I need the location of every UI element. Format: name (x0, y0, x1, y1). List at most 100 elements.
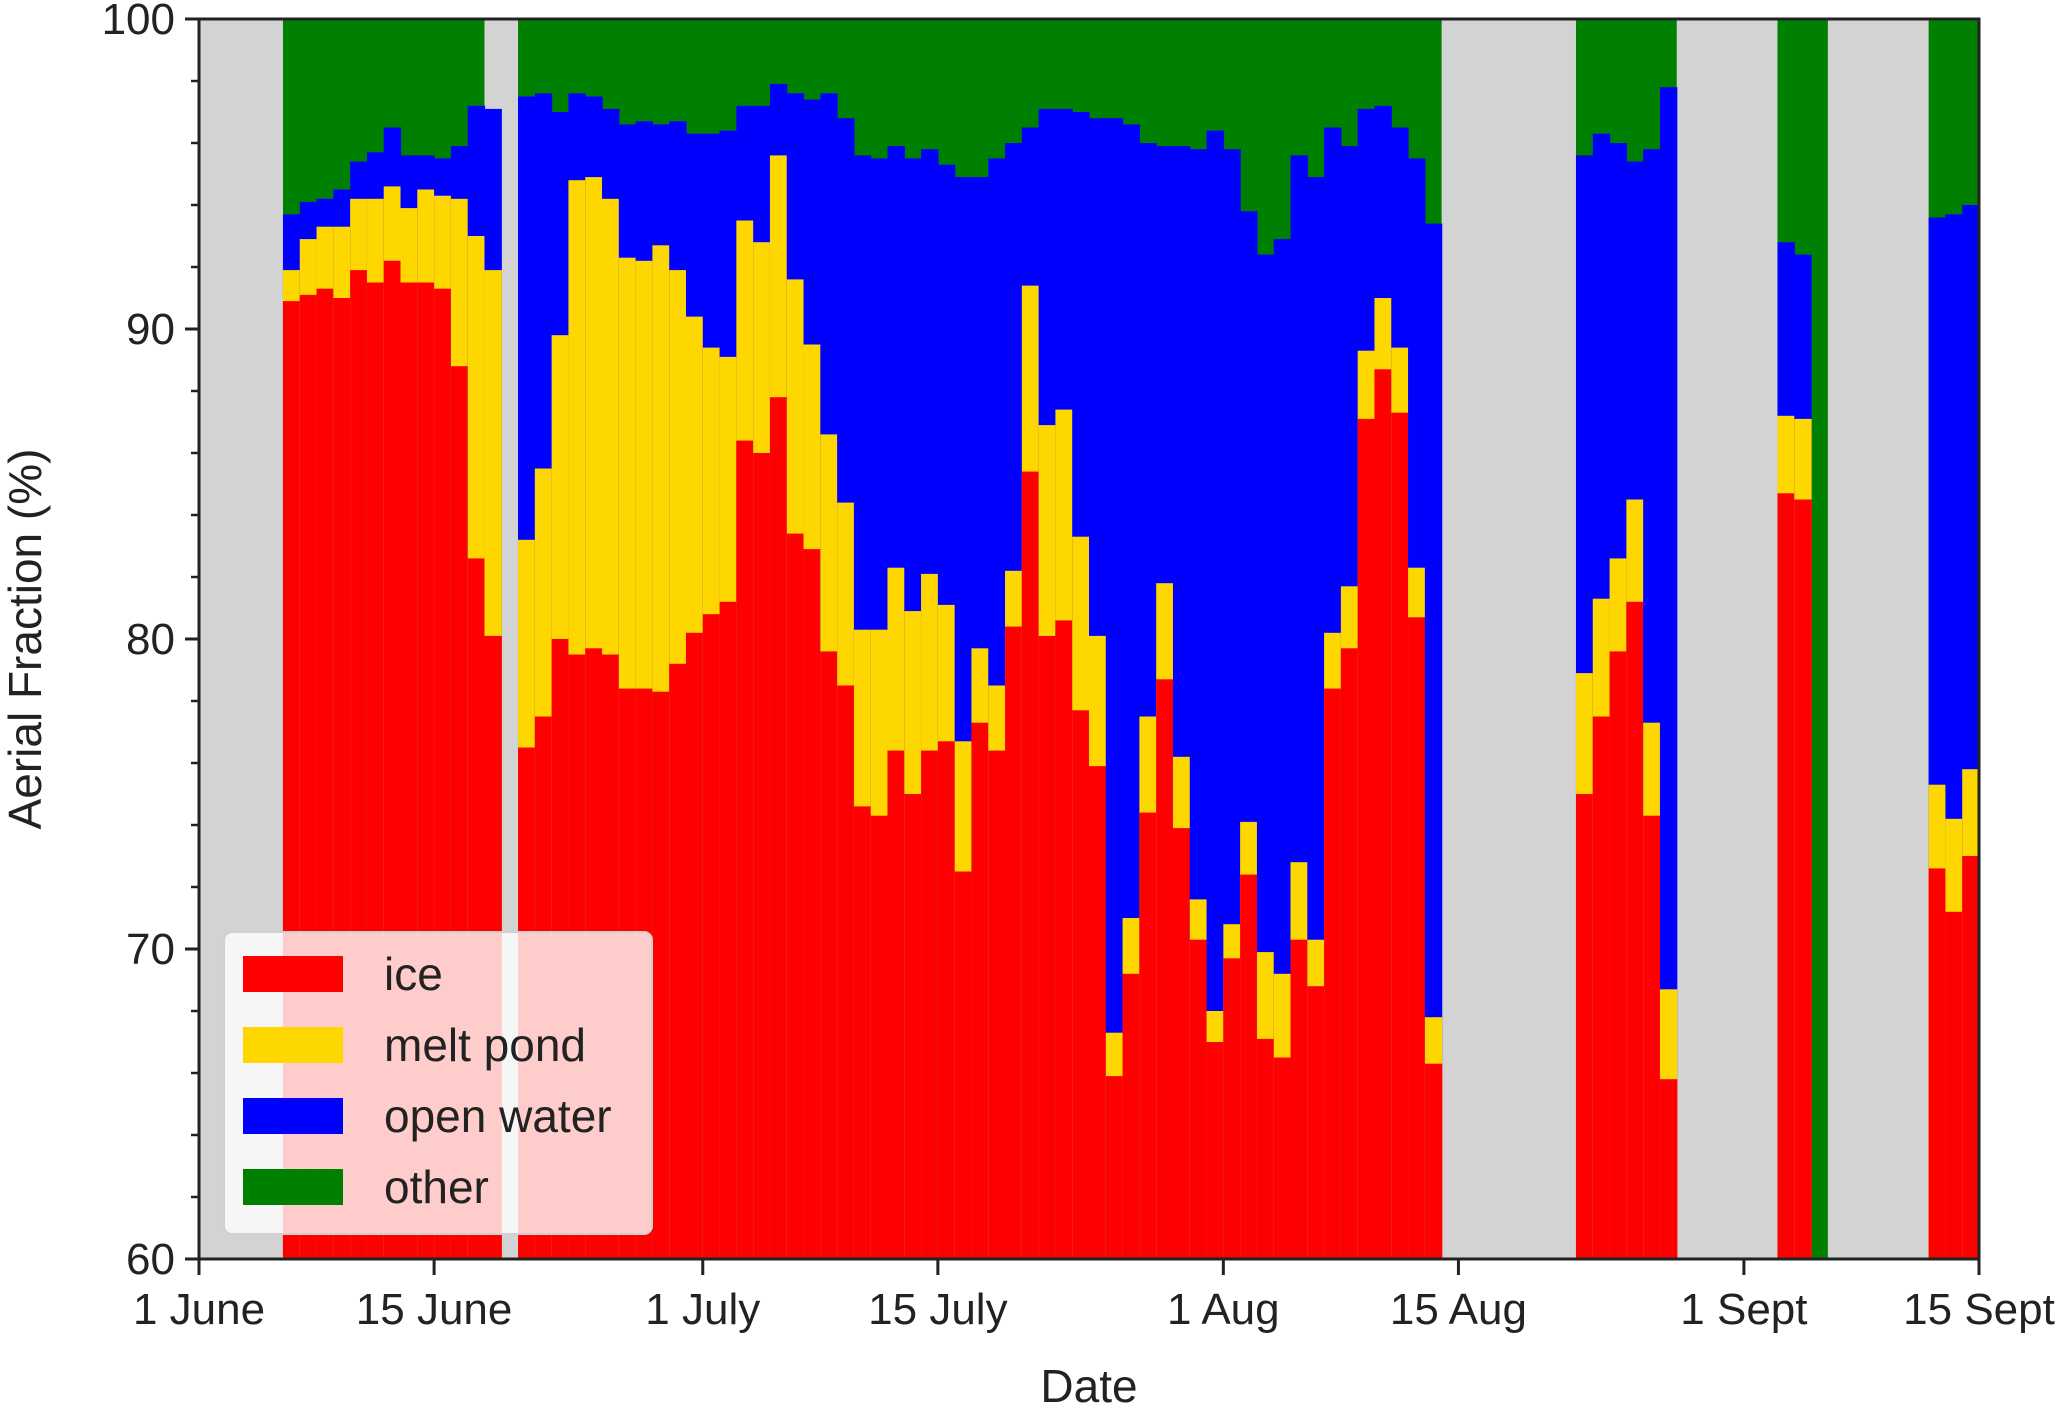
bar-ice (937, 741, 956, 1259)
bar-open-water (1424, 223, 1443, 1260)
y-tick-label: 70 (126, 925, 175, 974)
bar-ice (1659, 1079, 1678, 1259)
legend-label: melt pond (384, 1019, 586, 1071)
x-tick-label: 15 Sept (1903, 1285, 2055, 1334)
bar-ice (1609, 651, 1627, 1259)
bar-ice (1089, 766, 1107, 1259)
legend-label: other (384, 1161, 489, 1213)
x-tick-label: 1 June (133, 1285, 265, 1334)
bar-ice (1626, 601, 1644, 1259)
bar-column-6-july (786, 93, 805, 1259)
bar-column-5-july (769, 84, 788, 1260)
bar-column-26-july (1122, 124, 1140, 1259)
legend-swatch (243, 1098, 343, 1134)
bar-ice (736, 440, 754, 1260)
bar-column-27-july (1139, 143, 1157, 1259)
bar-ice (820, 651, 838, 1259)
bar-column-10-july (853, 155, 872, 1259)
bar-ice (870, 815, 889, 1259)
bar-ice (1055, 620, 1073, 1259)
bar-ice (988, 750, 1006, 1259)
legend-label: open water (384, 1090, 612, 1142)
bar-column-31-july (1206, 130, 1224, 1260)
bar-column-8-aug (1340, 146, 1359, 1260)
bar-ice (1156, 679, 1174, 1259)
bar-ice (954, 871, 973, 1259)
bar-column-24-july (1089, 118, 1107, 1260)
bar-column-13-sept (1945, 214, 1963, 1259)
bar-column-6-aug (1307, 177, 1325, 1260)
bar-ice (1777, 493, 1795, 1259)
legend-swatch (243, 956, 343, 992)
bar-open-water (1105, 118, 1124, 1260)
legend: ice melt pond open water other (223, 931, 653, 1235)
bar-ice (1005, 626, 1023, 1259)
bar-ice (1928, 868, 1947, 1259)
bar-column-10-aug (1374, 105, 1392, 1259)
y-tick-label: 60 (126, 1235, 175, 1284)
y-axis: 60 70 80 90 100 (102, 0, 199, 1284)
bar-ice (1340, 648, 1359, 1259)
no-data-regions (199, 19, 1929, 1259)
bar-ice (1643, 815, 1661, 1259)
bar-column-30-july (1189, 149, 1208, 1260)
bar-ice (1122, 973, 1140, 1259)
x-tick-label: 1 July (645, 1285, 760, 1334)
legend-item: open water (243, 1090, 612, 1142)
bar-ice (853, 806, 872, 1259)
bar-ice (786, 533, 805, 1259)
bar-ice (803, 549, 821, 1259)
bar-column-11-aug (1391, 127, 1409, 1260)
bar-ice (652, 691, 670, 1259)
bar-column-17-july (971, 177, 989, 1260)
bar-ice (1189, 939, 1208, 1259)
legend-item: other (243, 1161, 489, 1213)
no-data-region-3 (1441, 19, 1576, 1259)
bar-ice (1021, 471, 1040, 1260)
bar-ice (1794, 499, 1812, 1259)
x-tick-label: 15 Aug (1390, 1285, 1527, 1334)
bar-column-16-july (954, 177, 973, 1260)
bar-ice (1172, 828, 1191, 1259)
y-tick-label: 90 (126, 305, 175, 354)
bar-column-26-aug (1643, 149, 1661, 1260)
no-data-region-5 (1827, 19, 1929, 1259)
bar-column-4-sept (1794, 254, 1812, 1260)
bar-ice (769, 397, 788, 1259)
bar-column-13-july (904, 158, 922, 1259)
bar-column-27-aug (1659, 87, 1678, 1260)
bar-ice (837, 685, 855, 1259)
bar-ice (1408, 617, 1426, 1259)
legend-box (223, 931, 653, 1235)
x-tick-label: 1 Aug (1167, 1285, 1280, 1334)
bar-ice (1945, 911, 1963, 1259)
bar-column-9-aug (1357, 108, 1376, 1259)
bar-column-4-july (753, 105, 771, 1259)
bar-ice (1273, 1057, 1292, 1259)
bar-ice (1256, 1038, 1275, 1259)
bar-column-28-june (652, 124, 670, 1260)
bar-open-water (1206, 130, 1224, 1260)
bar-column-14-july (921, 149, 939, 1260)
bar-column-23-july (1072, 112, 1090, 1259)
legend-swatch (243, 1169, 343, 1205)
y-tick-label: 100 (102, 0, 175, 44)
bar-ice (1391, 412, 1409, 1259)
bar-column-29-july (1172, 146, 1191, 1260)
bar-ice (1374, 369, 1392, 1259)
bar-column-28-july (1156, 146, 1174, 1260)
bar-column-12-sept (1928, 217, 1947, 1259)
bar-ice (1038, 635, 1057, 1259)
bar-column-5-aug (1290, 155, 1308, 1259)
bar-column-11-july (870, 158, 889, 1259)
bar-column-30-june (685, 133, 704, 1260)
bar-column-7-july (803, 99, 821, 1260)
bar-column-22-july (1055, 108, 1073, 1260)
bar-ice (1072, 710, 1090, 1259)
bar-column-22-aug (1575, 155, 1594, 1259)
no-data-region-4 (1676, 19, 1778, 1259)
legend-item: ice (243, 948, 443, 1000)
bar-column-20-july (1021, 127, 1040, 1260)
bar-ice (887, 750, 905, 1259)
